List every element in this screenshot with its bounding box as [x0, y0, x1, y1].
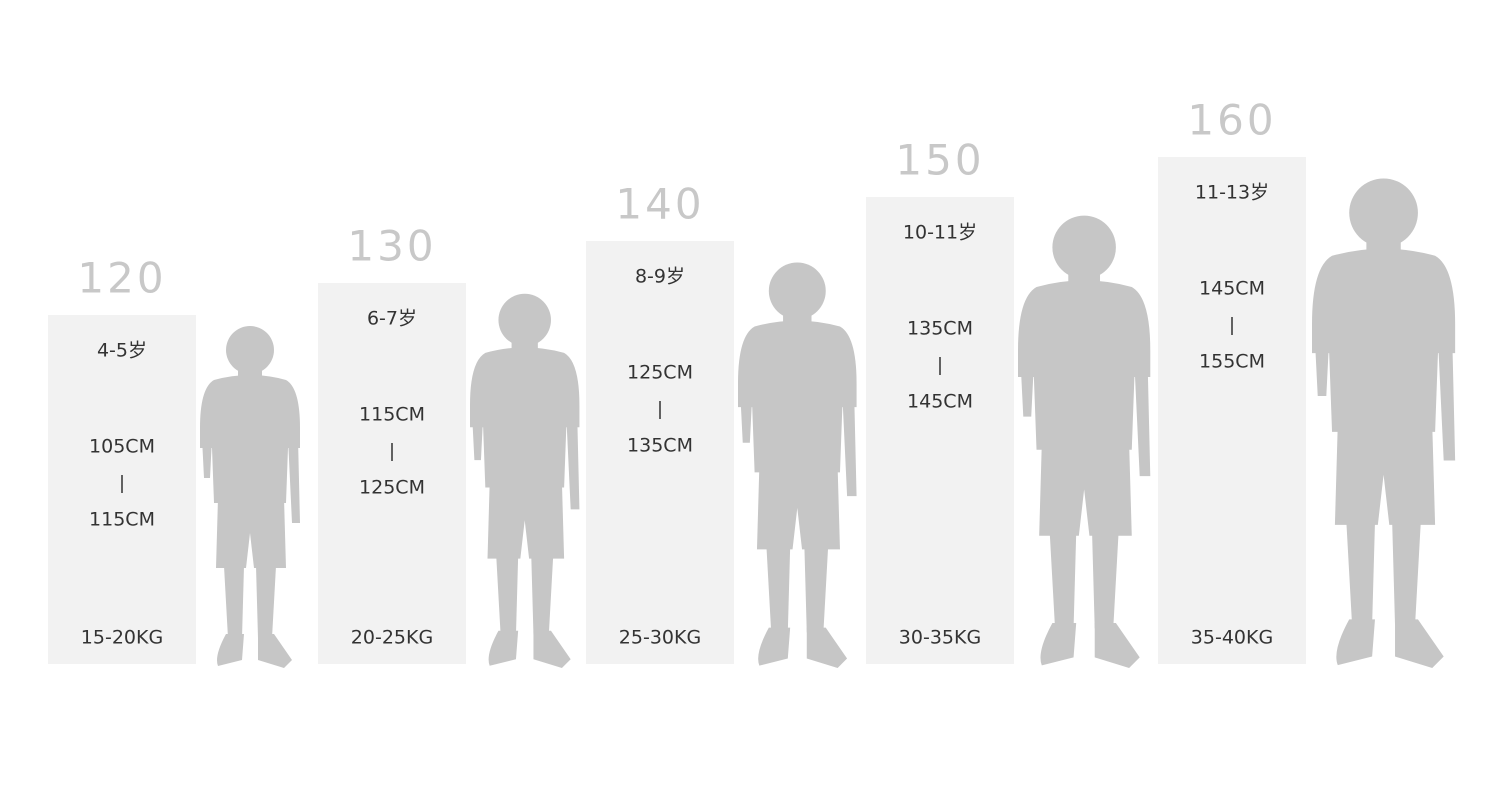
size-label: 160: [1187, 96, 1276, 145]
size-panel: [866, 197, 1014, 664]
silhouette: [738, 262, 857, 668]
size-panel: [1158, 157, 1306, 664]
size-label: 130: [347, 222, 436, 271]
height-min: 125CM: [627, 362, 693, 384]
height-max: 115CM: [89, 509, 155, 531]
height-min: 135CM: [907, 318, 973, 340]
age: 6-7岁: [367, 308, 417, 330]
height-max: 125CM: [359, 477, 425, 499]
weight: 30-35KG: [899, 627, 981, 649]
height-min: 105CM: [89, 436, 155, 458]
height-min: 145CM: [1199, 278, 1265, 300]
weight: 35-40KG: [1191, 627, 1273, 649]
age: 8-9岁: [635, 266, 685, 288]
height-max: 135CM: [627, 435, 693, 457]
weight: 15-20KG: [81, 627, 163, 649]
silhouette: [470, 293, 580, 668]
height-max: 155CM: [1199, 351, 1265, 373]
size-label: 120: [77, 254, 166, 303]
age: 4-5岁: [97, 340, 147, 362]
height-max: 145CM: [907, 391, 973, 413]
age: 10-11岁: [903, 222, 977, 244]
age: 11-13岁: [1195, 182, 1269, 204]
silhouette: [1312, 178, 1456, 669]
silhouette: [200, 326, 300, 668]
weight: 20-25KG: [351, 627, 433, 649]
size-label: 140: [615, 180, 704, 229]
size-label: 150: [895, 136, 984, 185]
size-panel: [318, 283, 466, 664]
weight: 25-30KG: [619, 627, 701, 649]
size-panel: [586, 241, 734, 664]
height-min: 115CM: [359, 404, 425, 426]
silhouette: [1018, 215, 1151, 668]
